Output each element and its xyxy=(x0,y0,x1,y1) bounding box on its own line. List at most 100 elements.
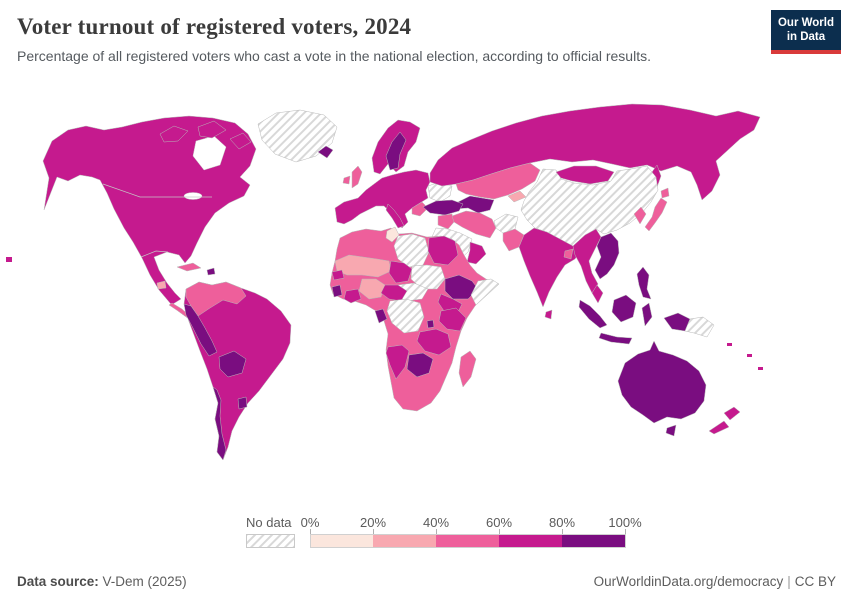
region-europe-mainland[interactable] xyxy=(334,169,431,229)
tick-mark xyxy=(310,529,311,535)
region-iraq-syria[interactable] xyxy=(437,213,455,230)
legend-bin-80-100[interactable] xyxy=(562,534,625,548)
region-dr-congo[interactable] xyxy=(386,298,425,334)
region-kazakhstan[interactable] xyxy=(455,162,541,200)
region-borneo[interactable] xyxy=(611,294,637,323)
region-sumatra[interactable] xyxy=(578,299,608,329)
tick-mark xyxy=(562,529,563,535)
region-malay-peninsula[interactable] xyxy=(591,284,604,304)
region-nigeria[interactable] xyxy=(358,278,386,300)
region-java[interactable] xyxy=(598,332,633,345)
region-romania-bulgaria[interactable] xyxy=(411,201,429,217)
region-libya[interactable] xyxy=(393,233,430,268)
region-italy[interactable] xyxy=(385,203,405,229)
chart-header: Voter turnout of registered voters, 2024… xyxy=(17,14,757,64)
no-data-label: No data xyxy=(246,515,292,530)
region-somalia[interactable] xyxy=(470,278,500,306)
region-senegal[interactable] xyxy=(331,269,345,281)
region-korea[interactable] xyxy=(633,206,647,225)
region-zambia-zimbabwe[interactable] xyxy=(416,328,452,356)
tick-label-80: 80% xyxy=(548,515,576,530)
tick-mark xyxy=(499,529,500,535)
region-namibia[interactable] xyxy=(385,344,410,380)
chart-footer: Data source: V-Dem (2025) OurWorldinData… xyxy=(17,574,836,589)
region-bolivia[interactable] xyxy=(218,350,247,378)
region-iceland[interactable] xyxy=(317,145,334,159)
tick-label-100: 100% xyxy=(608,515,642,530)
region-pacific-islands[interactable] xyxy=(727,343,763,370)
region-sulawesi[interactable] xyxy=(641,302,653,327)
region-ghana[interactable] xyxy=(343,288,362,304)
owid-link[interactable]: OurWorldinData.org/democracy xyxy=(593,574,784,589)
us-canada-border xyxy=(102,183,212,198)
data-source: Data source: V-Dem (2025) xyxy=(17,574,187,589)
region-gabon[interactable] xyxy=(374,308,388,324)
region-philippines[interactable] xyxy=(636,266,652,300)
region-hispaniola[interactable] xyxy=(206,267,216,276)
region-rwanda-burundi[interactable] xyxy=(426,319,435,329)
region-tunisia[interactable] xyxy=(385,226,400,243)
region-papua-new-guinea[interactable] xyxy=(684,316,715,338)
legend-scale: 0% 20% 40% 60% 80% 100% xyxy=(301,515,642,551)
tick-mark xyxy=(373,529,374,535)
map-legend: No data 0% 20% 40% 60% 80% 100% xyxy=(245,515,642,551)
us-mexico-border xyxy=(140,250,169,258)
region-chile[interactable] xyxy=(212,386,227,461)
region-ireland[interactable] xyxy=(342,175,351,185)
great-lakes xyxy=(183,192,203,200)
region-bangladesh[interactable] xyxy=(563,248,574,260)
tick-label-40: 40% xyxy=(422,515,450,530)
legend-bin-60-80[interactable] xyxy=(499,534,562,548)
region-australia[interactable] xyxy=(617,340,707,424)
region-guatemala[interactable] xyxy=(156,280,167,290)
tick-label-0: 0% xyxy=(300,515,320,530)
region-sudan[interactable] xyxy=(410,264,446,290)
data-source-value: V-Dem (2025) xyxy=(102,574,187,589)
region-uzbekistan-turkmenistan[interactable] xyxy=(451,195,495,214)
footer-separator: | xyxy=(787,574,791,589)
region-japan[interactable] xyxy=(644,187,670,232)
owid-logo-line1: Our World xyxy=(777,17,834,29)
region-iran[interactable] xyxy=(451,210,497,239)
tick-mark xyxy=(436,529,437,535)
owid-logo[interactable]: Our World in Data xyxy=(770,10,841,54)
region-vietnam-laos-cambodia[interactable] xyxy=(594,232,620,280)
tick-mark xyxy=(625,529,626,535)
data-source-label: Data source: xyxy=(17,574,99,589)
page-title: Voter turnout of registered voters, 2024 xyxy=(17,14,412,39)
region-egypt[interactable] xyxy=(427,235,459,266)
legend-bin-20-40[interactable] xyxy=(373,534,436,548)
region-cuba[interactable] xyxy=(176,262,202,272)
region-mongolia[interactable] xyxy=(555,165,615,185)
region-uruguay[interactable] xyxy=(237,396,248,410)
tick-label-20: 20% xyxy=(359,515,387,530)
owid-logo-line2: in Data xyxy=(786,31,826,44)
legend-bin-0-20[interactable] xyxy=(310,534,373,548)
tick-label-60: 60% xyxy=(485,515,513,530)
region-new-zealand[interactable] xyxy=(708,406,741,435)
region-chad[interactable] xyxy=(388,260,413,284)
region-china[interactable] xyxy=(520,165,659,247)
region-hawaii[interactable] xyxy=(6,257,12,262)
region-ecuador-peru[interactable] xyxy=(183,303,218,357)
region-tanzania[interactable] xyxy=(438,307,467,332)
legend-color-bar[interactable] xyxy=(310,534,626,548)
footer-right: OurWorldinData.org/democracy | CC BY xyxy=(594,574,836,589)
region-liberia[interactable] xyxy=(331,284,343,298)
region-tasmania[interactable] xyxy=(665,424,677,437)
region-arctic-islands[interactable] xyxy=(159,120,252,150)
legend-bin-40-60[interactable] xyxy=(436,534,499,548)
license-link[interactable]: CC BY xyxy=(794,574,836,589)
region-madagascar[interactable] xyxy=(458,350,477,388)
no-data-swatch[interactable] xyxy=(246,534,296,548)
region-sri-lanka[interactable] xyxy=(544,309,553,320)
region-myanmar-thailand[interactable] xyxy=(572,228,602,294)
region-oman[interactable] xyxy=(466,241,487,265)
region-turkey[interactable] xyxy=(422,199,464,216)
region-sweden[interactable] xyxy=(385,131,407,171)
region-greenland[interactable] xyxy=(257,109,338,163)
region-united-kingdom[interactable] xyxy=(351,165,363,189)
region-botswana[interactable] xyxy=(406,352,434,378)
